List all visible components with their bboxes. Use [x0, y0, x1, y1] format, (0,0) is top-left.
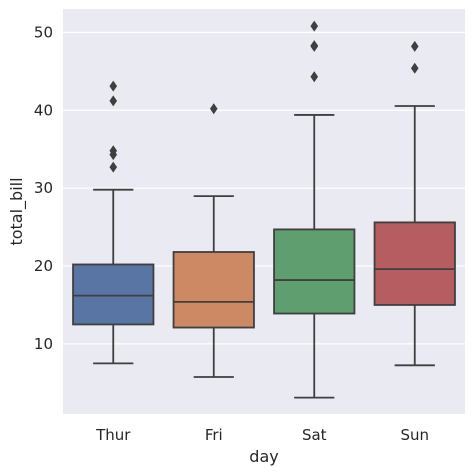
x-axis-label: day: [249, 447, 278, 466]
y-tick-label: 20: [34, 257, 53, 275]
outlier-point: [410, 62, 419, 74]
box-iqr: [72, 263, 155, 326]
x-tick-label: Sat: [302, 426, 327, 444]
box-iqr: [373, 221, 456, 306]
box-sat: [273, 20, 356, 399]
outlier-point: [310, 71, 319, 83]
y-tick-labels: 10 20 30 40 50: [34, 23, 53, 353]
outlier-point: [109, 95, 118, 107]
box-iqr: [172, 251, 255, 329]
box-iqr: [273, 228, 356, 315]
x-tick-label: Thur: [95, 426, 131, 444]
outlier-point: [109, 145, 118, 157]
outlier-point: [410, 40, 419, 52]
outlier-point: [209, 103, 218, 115]
outlier-point: [310, 40, 319, 52]
outlier-point: [109, 80, 118, 92]
box-thur: [72, 80, 155, 365]
x-tick-labels: Thur Fri Sat Sun: [95, 426, 429, 444]
box-sun: [373, 40, 456, 367]
y-tick-label: 30: [34, 179, 53, 197]
box-fri: [172, 103, 255, 378]
x-tick-label: Sun: [400, 426, 429, 444]
plot-background: [63, 9, 465, 414]
y-axis-label: total_bill: [7, 177, 27, 245]
boxes: [72, 20, 456, 399]
outlier-point: [310, 20, 319, 32]
y-tick-label: 10: [34, 335, 53, 353]
x-tick-label: Fri: [205, 426, 223, 444]
y-tick-label: 40: [34, 101, 53, 119]
outlier-point: [109, 161, 118, 173]
y-tick-label: 50: [34, 23, 53, 41]
